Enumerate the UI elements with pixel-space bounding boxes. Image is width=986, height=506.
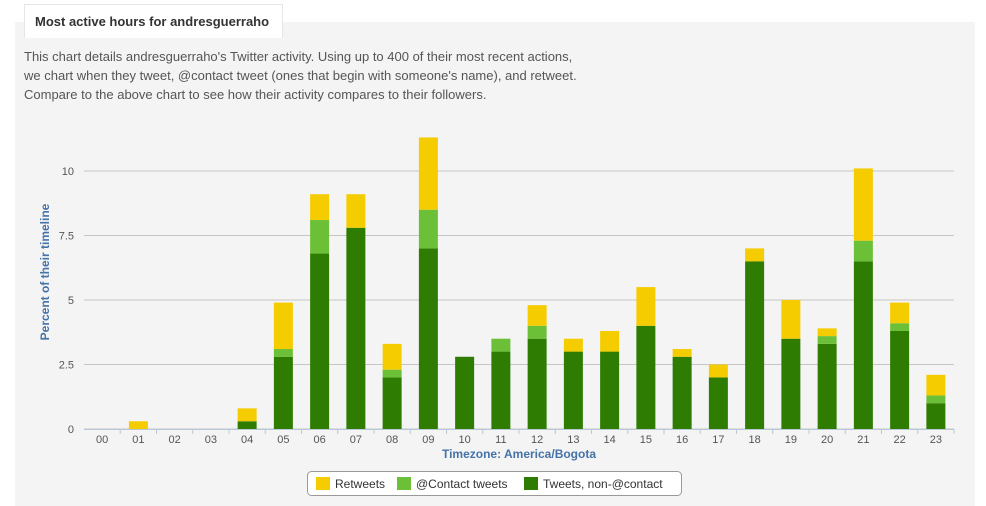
bar-segment: [491, 338, 511, 352]
x-tick-label: 06: [314, 434, 326, 446]
x-tick-label: 05: [277, 434, 289, 446]
description-line: Compare to the above chart to see how th…: [24, 87, 487, 102]
y-tick-label: 5: [68, 295, 74, 307]
x-tick-label: 16: [676, 434, 688, 446]
x-tick-label: 13: [567, 434, 579, 446]
legend-item-label: Tweets, non-@contact: [543, 477, 663, 491]
bar-segment: [708, 377, 728, 429]
x-tick-label: 21: [857, 434, 869, 446]
x-tick-label: 01: [132, 434, 144, 446]
bar-segment: [781, 338, 801, 429]
bar-segment: [310, 253, 330, 429]
bar-segment: [600, 330, 620, 352]
x-tick-label: 10: [459, 434, 471, 446]
y-axis-title: Percent of their timeline: [38, 203, 52, 340]
x-tick-label: 08: [386, 434, 398, 446]
description-line: This chart details andresguerraho's Twit…: [24, 49, 573, 64]
x-tick-label: 11: [495, 434, 506, 446]
bar-segment: [382, 369, 402, 378]
bar-segment: [745, 261, 765, 429]
x-tick-label: 19: [785, 434, 797, 446]
bar-segment: [926, 403, 946, 429]
x-tick-label: 14: [604, 434, 616, 446]
bar-segment: [346, 227, 366, 429]
bar-segment: [926, 395, 946, 404]
bar-segment: [817, 336, 837, 344]
bar-segment: [310, 194, 330, 221]
bar-segment: [745, 248, 765, 262]
description-line: we chart when they tweet, @contact tweet…: [24, 68, 577, 83]
legend-swatch: [524, 477, 538, 490]
x-tick-label: 22: [894, 434, 906, 446]
legend-swatch: [397, 477, 411, 490]
bar-segment: [527, 325, 547, 339]
bar-segment: [237, 408, 257, 422]
x-tick-label: 04: [241, 434, 253, 446]
bar-segment: [853, 240, 873, 262]
bar-segment: [346, 194, 366, 228]
bar-segment: [310, 220, 330, 254]
y-tick-label: 7.5: [59, 231, 74, 243]
x-tick-label: 18: [749, 434, 761, 446]
bar-segment: [636, 325, 656, 429]
x-axis-title: Timezone: America/Bogota: [442, 447, 596, 461]
x-tick-label: 02: [169, 434, 181, 446]
x-tick-label: 07: [350, 434, 362, 446]
bar-segment: [853, 261, 873, 429]
bar-segment: [781, 300, 801, 339]
legend-item-label: Retweets: [335, 477, 385, 491]
bar-segment: [273, 356, 293, 429]
x-tick-label: 12: [531, 434, 543, 446]
bar-segment: [853, 168, 873, 241]
panel-title: Most active hours for andresguerraho: [35, 14, 270, 29]
legend-item-label: @Contact tweets: [416, 477, 508, 491]
bar-segment: [708, 364, 728, 378]
y-tick-label: 10: [62, 166, 74, 178]
chart-description: This chart details andresguerraho's Twit…: [24, 47, 644, 104]
bar-segment: [273, 349, 293, 357]
x-tick-label: 20: [821, 434, 833, 446]
bar-segment: [890, 302, 910, 324]
bar-segment: [455, 356, 475, 429]
bar-segment: [527, 338, 547, 429]
x-tick-label: 23: [930, 434, 942, 446]
bar-segment: [382, 377, 402, 429]
bar-segment: [672, 349, 692, 357]
bar-segment: [128, 421, 148, 429]
bar-segment: [418, 209, 438, 249]
bar-segment: [636, 287, 656, 326]
panel-title-tab: Most active hours for andresguerraho: [24, 4, 283, 38]
x-tick-label: 03: [205, 434, 217, 446]
bar-segment: [237, 421, 257, 429]
y-tick-label: 0: [68, 424, 74, 436]
legend-swatch: [316, 477, 330, 490]
bar-segment: [563, 338, 583, 352]
bar-segment: [890, 323, 910, 331]
bar-segment: [382, 343, 402, 370]
bar-segment: [418, 248, 438, 429]
bar-segment: [491, 351, 511, 429]
bar-segment: [817, 328, 837, 337]
x-tick-label: 09: [422, 434, 434, 446]
bar-segment: [273, 302, 293, 350]
bar-segment: [418, 137, 438, 210]
bar-segment: [600, 351, 620, 429]
bar-segment: [817, 343, 837, 429]
bar-segment: [926, 374, 946, 396]
x-tick-label: 00: [96, 434, 108, 446]
x-tick-label: 15: [640, 434, 652, 446]
x-tick-label: 17: [712, 434, 724, 446]
bar-segment: [527, 305, 547, 326]
y-tick-label: 2.5: [59, 360, 74, 372]
bar-segment: [563, 351, 583, 429]
bar-segment: [890, 330, 910, 429]
bar-segment: [672, 356, 692, 429]
